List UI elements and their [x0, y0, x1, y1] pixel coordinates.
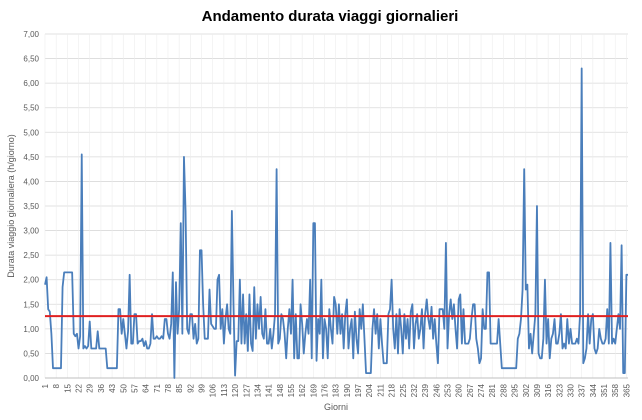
- x-tick-label: 204: [365, 383, 374, 397]
- y-tick-label: 4,50: [23, 153, 39, 162]
- x-tick-label: 15: [63, 383, 72, 392]
- chart-title: Andamento durata viaggi giornalieri: [202, 8, 459, 25]
- y-tick-label: 3,50: [23, 202, 39, 211]
- x-tick-label: 183: [332, 383, 341, 397]
- x-tick-label: 64: [142, 383, 151, 392]
- x-tick-label: 197: [354, 383, 363, 397]
- x-tick-label: 330: [566, 383, 575, 397]
- y-tick-label: 2,50: [23, 251, 39, 260]
- x-tick-label: 267: [466, 383, 475, 397]
- x-axis-label: Giorni: [324, 402, 348, 412]
- x-tick-label: 8: [52, 383, 61, 388]
- x-tick-label: 22: [75, 383, 84, 392]
- x-tick-label: 99: [198, 383, 207, 392]
- x-tick-label: 71: [153, 383, 162, 392]
- x-tick-label: 274: [477, 383, 486, 397]
- x-tick-label: 29: [86, 383, 95, 392]
- x-tick-label: 57: [130, 383, 139, 392]
- x-tick-label: 302: [522, 383, 531, 397]
- x-tick-label: 1: [41, 383, 50, 388]
- x-tick-label: 239: [421, 383, 430, 397]
- x-tick-label: 141: [265, 383, 274, 397]
- x-tick-label: 316: [544, 383, 553, 397]
- y-tick-label: 5,00: [23, 128, 39, 137]
- x-tick-label: 281: [488, 383, 497, 397]
- x-tick-label: 260: [455, 383, 464, 397]
- y-tick-label: 3,00: [23, 227, 39, 236]
- x-tick-label: 218: [388, 383, 397, 397]
- x-tick-label: 176: [321, 383, 330, 397]
- y-tick-label: 1,50: [23, 300, 39, 309]
- x-tick-label: 232: [410, 383, 419, 397]
- y-tick-label: 6,00: [23, 79, 39, 88]
- data-line: [44, 67, 628, 379]
- x-tick-label: 344: [589, 383, 598, 397]
- x-tick-label: 253: [444, 383, 453, 397]
- y-tick-label: 6,50: [23, 55, 39, 64]
- x-tick-label: 351: [600, 383, 609, 397]
- x-tick-label: 85: [175, 383, 184, 392]
- x-tick-label: 169: [309, 383, 318, 397]
- x-tick-label: 50: [119, 383, 128, 392]
- x-tick-label: 162: [298, 383, 307, 397]
- x-tick-label: 309: [533, 383, 542, 397]
- x-tick-label: 120: [231, 383, 240, 397]
- x-tick-label: 211: [376, 383, 385, 396]
- y-tick-label: 7,00: [23, 30, 39, 39]
- y-axis-label: Durata viaggio giornaliera (h/giorno): [6, 134, 16, 278]
- x-tick-label: 113: [220, 383, 229, 396]
- y-tick-label: 5,50: [23, 104, 39, 113]
- x-tick-label: 358: [611, 383, 620, 397]
- x-tick-label: 295: [511, 383, 520, 397]
- x-tick-label: 78: [164, 383, 173, 392]
- x-tick-label: 323: [555, 383, 564, 397]
- x-tick-label: 365: [622, 383, 631, 397]
- x-tick-label: 190: [343, 383, 352, 397]
- x-tick-label: 288: [499, 383, 508, 397]
- x-tick-label: 148: [276, 383, 285, 397]
- x-tick-label: 36: [97, 383, 106, 392]
- y-tick-label: 0,00: [23, 374, 39, 383]
- x-tick-label: 225: [399, 383, 408, 397]
- y-tick-label: 4,00: [23, 177, 39, 186]
- x-tick-label: 106: [209, 383, 218, 397]
- x-tick-label: 92: [186, 383, 195, 392]
- x-tick-label: 337: [578, 383, 587, 397]
- x-tick-label: 127: [242, 383, 251, 397]
- y-tick-label: 1,00: [23, 325, 39, 334]
- x-tick-label: 43: [108, 383, 117, 392]
- y-tick-label: 0,50: [23, 349, 39, 358]
- x-tick-label: 246: [432, 383, 441, 397]
- x-tick-label: 155: [287, 383, 296, 397]
- x-tick-label: 134: [253, 383, 262, 397]
- y-tick-label: 2,00: [23, 276, 39, 285]
